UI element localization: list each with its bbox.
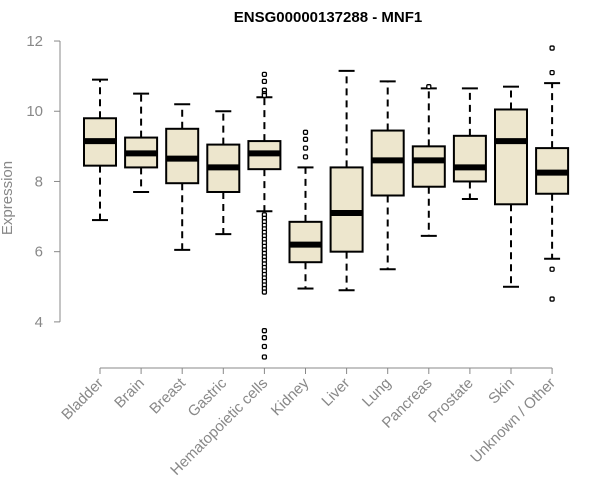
outlier-point: [261, 343, 268, 350]
y-tick-label: 8: [35, 173, 43, 190]
box-pancreas: [411, 84, 446, 237]
outlier-point: [302, 136, 309, 142]
box-liver: [329, 69, 364, 292]
box-iqr: [329, 166, 364, 253]
outlier-point: [261, 92, 268, 99]
box-skin: [494, 85, 528, 288]
y-tick-label: 12: [26, 33, 43, 50]
x-tick-label: Skin: [485, 375, 518, 408]
box-iqr: [411, 145, 446, 188]
x-tick-label: Bladder: [58, 375, 107, 424]
y-tick-label: 4: [35, 314, 43, 331]
outlier-point: [261, 335, 268, 341]
boxes-group: [83, 45, 570, 360]
outlier-point: [261, 71, 268, 78]
outlier-point: [302, 145, 309, 151]
box-lung: [370, 80, 405, 271]
box-iqr: [494, 108, 528, 206]
box-brain: [124, 92, 159, 193]
outlier-point: [549, 296, 555, 302]
x-tick-label: Kidney: [268, 374, 313, 419]
outlier-point: [549, 45, 555, 51]
y-tick-label: 10: [26, 103, 43, 120]
outlier-point: [261, 328, 268, 334]
box-gastric: [206, 110, 241, 236]
box-prostate: [452, 87, 487, 201]
x-tick-label: Prostate: [425, 375, 477, 427]
box-hematopoietic-cells: [247, 71, 282, 360]
x-tick-label: Lung: [359, 375, 395, 411]
box-bladder: [83, 78, 117, 222]
outlier-point: [426, 84, 432, 90]
box-unknown-other: [535, 45, 570, 302]
box-breast: [165, 103, 200, 251]
outlier-point: [261, 78, 268, 85]
outlier-point: [261, 354, 268, 360]
outlier-point: [549, 69, 555, 76]
box-iqr: [452, 134, 487, 183]
y-axis-label: Expression: [0, 161, 16, 235]
outlier-point: [549, 266, 555, 272]
outlier-point: [302, 154, 309, 160]
box-kidney: [288, 129, 323, 290]
outlier-point: [261, 289, 268, 295]
x-tick-label: Brain: [111, 375, 148, 412]
x-tick-label: Breast: [146, 374, 189, 417]
chart-title: ENSG00000137288 - MNF1: [234, 9, 422, 26]
x-tick-label: Liver: [318, 375, 353, 410]
y-tick-label: 6: [35, 244, 43, 261]
y-axis: 4 6 8 10 12: [26, 33, 61, 331]
outlier-point: [302, 129, 309, 135]
